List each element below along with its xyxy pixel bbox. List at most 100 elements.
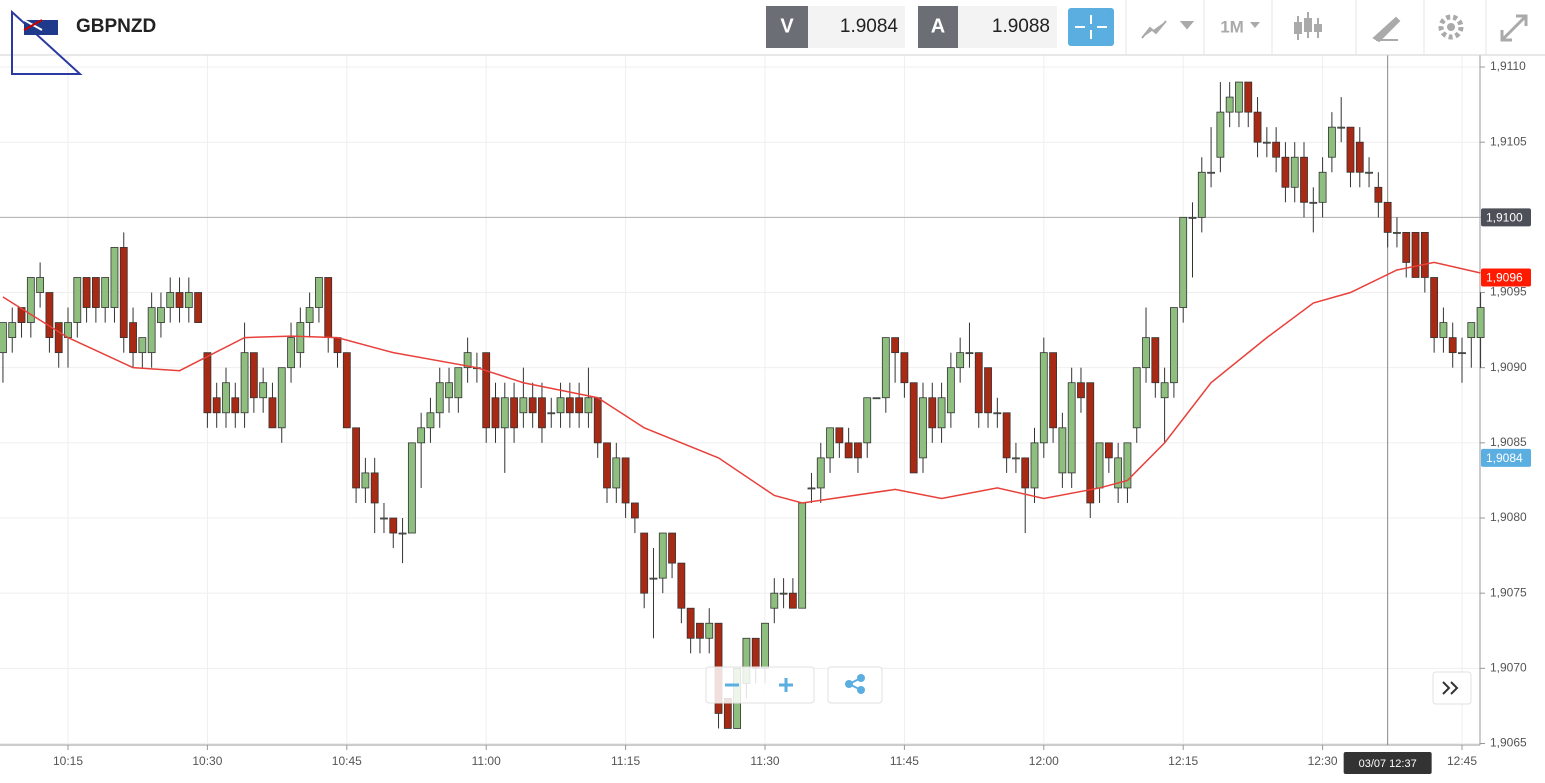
price-tag (1481, 208, 1531, 227)
candle-body (658, 532, 667, 579)
candle-body (17, 307, 26, 323)
candle-body (1430, 277, 1439, 339)
candle-body (1467, 322, 1476, 339)
y-tick-label: 1,9095 (1490, 285, 1527, 299)
x-tick-label: 12:15 (1168, 754, 1198, 768)
candle-body (482, 352, 491, 429)
candle-body (538, 397, 546, 429)
candle-body (324, 277, 333, 339)
candle-body (1039, 352, 1048, 444)
candle-body (1077, 382, 1085, 399)
candle-body (974, 352, 983, 414)
buy-label: A (931, 15, 945, 37)
zoom-controls (705, 666, 815, 704)
candle-body (101, 277, 110, 308)
candle-body (8, 322, 17, 339)
candle-body (45, 292, 54, 339)
x-tick-label: 12:30 (1308, 754, 1338, 768)
crosshair-tag (1343, 752, 1432, 774)
symbol[interactable]: GBPNZD (76, 16, 156, 37)
candle-body (184, 292, 193, 308)
share-icon (845, 680, 853, 688)
candle-body (1021, 457, 1030, 489)
candle-body (881, 337, 890, 399)
candle-body (1067, 382, 1076, 474)
candle-body (352, 427, 360, 489)
candle-body (1337, 126, 1346, 129)
candle-body (891, 337, 900, 354)
price-tag-label: 1,9096 (1486, 271, 1523, 285)
scroll-icon (1442, 681, 1459, 695)
candle-body (919, 397, 927, 459)
candle-body (1207, 171, 1215, 174)
candle-body (231, 397, 240, 414)
candle-body (668, 532, 676, 564)
candle-body (157, 307, 165, 323)
candle-body (872, 397, 881, 400)
scroll-right-button[interactable] (1432, 671, 1472, 705)
candle-body (1095, 442, 1104, 489)
candle-body (1346, 126, 1355, 173)
x-tick-label: 12:45 (1447, 754, 1477, 768)
settings-button[interactable] (1438, 14, 1464, 40)
candle-body (1476, 307, 1485, 339)
y-tick-label: 1,9105 (1490, 134, 1527, 148)
candle-body (1142, 337, 1150, 369)
candle-body (361, 472, 370, 489)
sell-button[interactable] (766, 6, 808, 48)
candle-body (844, 442, 853, 459)
timeframe[interactable]: 1M (1220, 17, 1244, 36)
sell-label: V (780, 15, 794, 37)
settings-icon (1447, 23, 1455, 31)
share-button[interactable] (827, 666, 883, 704)
candle-body (1290, 156, 1299, 188)
candle-body (417, 427, 426, 444)
candle-body (315, 277, 323, 308)
sell-price-box[interactable] (808, 6, 905, 48)
candle-body (779, 592, 788, 595)
candle-body (222, 382, 230, 414)
candle-body (937, 397, 946, 429)
candle-body (603, 442, 611, 489)
crosshair-button[interactable] (1068, 8, 1114, 46)
candle-body (621, 457, 630, 504)
candle-body (1411, 231, 1420, 278)
chart-type-button[interactable] (1141, 20, 1195, 39)
candle-body (1216, 111, 1225, 158)
draw-button[interactable] (1372, 16, 1401, 43)
timeframe-arrow (1250, 22, 1260, 28)
candle-body (380, 517, 388, 520)
candle-body (1365, 171, 1373, 174)
candle-body (1151, 337, 1160, 384)
candle-body (1012, 457, 1020, 460)
price-tag (1481, 268, 1531, 287)
candle-body (287, 337, 295, 369)
candle-body (909, 382, 918, 474)
candle-body (696, 622, 704, 639)
candle-body (249, 352, 258, 399)
candle-body (203, 352, 212, 414)
candle-body (1281, 156, 1290, 188)
y-tick-label: 1,9080 (1490, 510, 1527, 524)
candle-body (751, 637, 760, 669)
candle-body (1114, 457, 1123, 489)
sell-price: 1.9084 (840, 16, 899, 37)
buy-button[interactable] (918, 6, 958, 48)
candle-body (519, 397, 528, 414)
buy-price-box[interactable] (958, 6, 1057, 48)
zoom-in-button[interactable] (779, 678, 793, 692)
candle-icon (1314, 24, 1322, 32)
fullscreen-button[interactable] (1500, 14, 1528, 42)
candle-body (435, 382, 444, 414)
y-tick-label: 1,9070 (1490, 661, 1527, 675)
candle-body (370, 472, 379, 504)
price-tag-label: 1,9100 (1486, 211, 1523, 225)
candle-body (1272, 141, 1281, 158)
candle-body (426, 412, 435, 429)
candle-body (500, 397, 509, 429)
candle-body (82, 277, 91, 308)
candle-body (296, 322, 305, 354)
candle-body (1188, 216, 1197, 219)
